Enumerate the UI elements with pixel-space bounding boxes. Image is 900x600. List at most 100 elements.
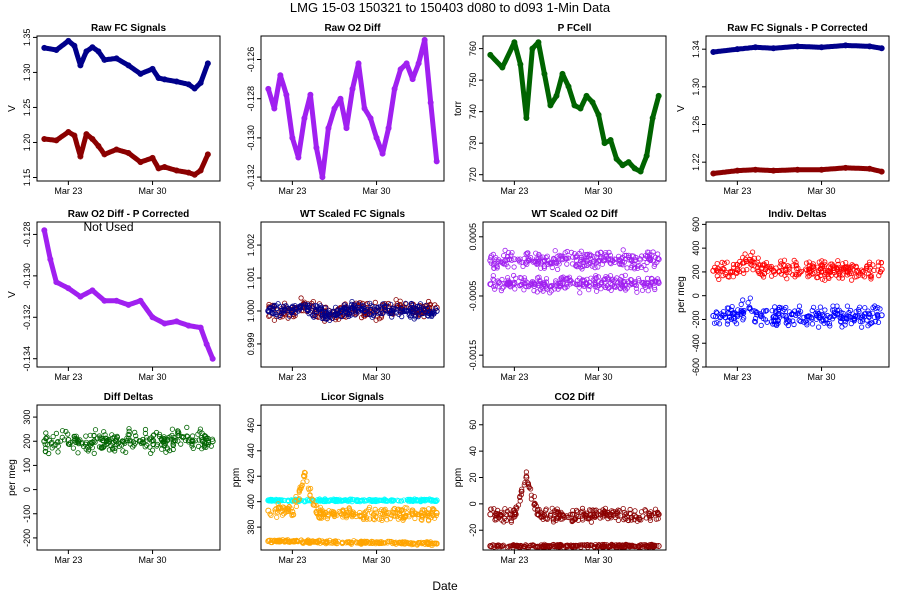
data-point [380,498,386,504]
y-tick-label: 720 [468,167,478,182]
data-point [288,538,294,544]
data-point [190,433,196,439]
data-point [511,279,518,286]
data-point [385,307,392,314]
data-point [601,283,607,289]
data-point [593,259,600,265]
data-point [415,60,422,67]
data-point [48,440,54,446]
x-tick-label: Mar 23 [500,372,528,382]
data-point [173,78,180,85]
data-point [798,318,804,325]
data-point [824,320,830,326]
data-point [631,512,638,519]
data-point [776,312,782,318]
data-point [495,258,501,264]
data-point [433,158,440,165]
data-point [371,539,378,546]
y-tick-label: -0.0005 [468,281,478,312]
data-point [383,497,389,503]
y-tick-label: 600 [691,217,701,232]
data-point [196,443,202,449]
y-tick-label: -0.130 [246,125,256,151]
data-point [582,283,588,289]
data-point [301,304,308,311]
data-point [355,60,362,67]
data-point [523,469,530,475]
data-point [535,511,542,518]
data-point [410,497,416,503]
data-point [277,72,284,79]
data-point [803,260,810,266]
data-point [545,257,551,263]
data-point [579,266,585,272]
data-point [595,511,601,517]
data-point [149,65,156,72]
data-point [406,512,412,518]
data-point [636,516,643,523]
data-point [402,505,408,511]
data-point [395,303,401,309]
data-point [523,474,530,481]
data-point [169,426,175,432]
data-point [301,498,307,504]
data-point [602,512,608,518]
data-point [746,257,753,264]
data-point [155,75,162,82]
data-point [567,512,573,518]
data-point [601,140,608,147]
y-tick-label: 100 [22,458,32,473]
data-point [789,263,796,269]
data-point [405,498,411,504]
data-point [784,276,790,282]
data-point [755,268,761,274]
y-tick-label: 460 [246,418,256,433]
data-point [564,542,570,548]
data-point [574,253,580,259]
data-point [544,543,550,550]
data-point [280,309,286,315]
data-point [813,310,819,316]
data-point [580,508,586,514]
data-point [762,317,769,323]
data-point [420,497,426,503]
y-tick-label: 1.30 [22,64,32,82]
data-point [655,279,662,286]
data-point [566,274,573,280]
panel-title: P FCell [558,23,592,34]
data-point [549,264,555,271]
data-point [364,516,370,522]
data-point [349,85,356,92]
data-point [165,446,171,452]
data-point [617,258,623,264]
data-point [490,251,496,257]
panel-raw-fc-p: Raw FC Signals - P Corrected 1.22 1.26 1.30… [676,23,890,196]
data-point [41,438,48,445]
data-point [427,99,434,106]
data-point [95,48,102,55]
data-point [169,436,175,442]
panel-title: CO2 Diff [555,392,596,403]
data-point [602,284,609,291]
data-point [313,502,319,508]
data-point [65,441,72,447]
y-tick-label: 0 [468,501,478,506]
data-point [518,275,524,281]
y-tick-label: 440 [246,443,256,458]
data-point [364,300,370,307]
data-point [162,442,168,448]
data-point [842,42,849,49]
data-point [620,247,626,253]
plot-frame [482,35,667,182]
plot-frame [36,404,221,551]
data-point [103,441,109,448]
data-point [357,299,363,306]
data-point [83,439,89,445]
data-point [806,262,813,268]
data-point [197,79,204,86]
y-tick-label: 380 [246,520,256,535]
data-point [525,255,531,262]
y-tick-label: -400 [691,334,701,352]
data-point [647,515,653,521]
data-point [752,260,758,266]
